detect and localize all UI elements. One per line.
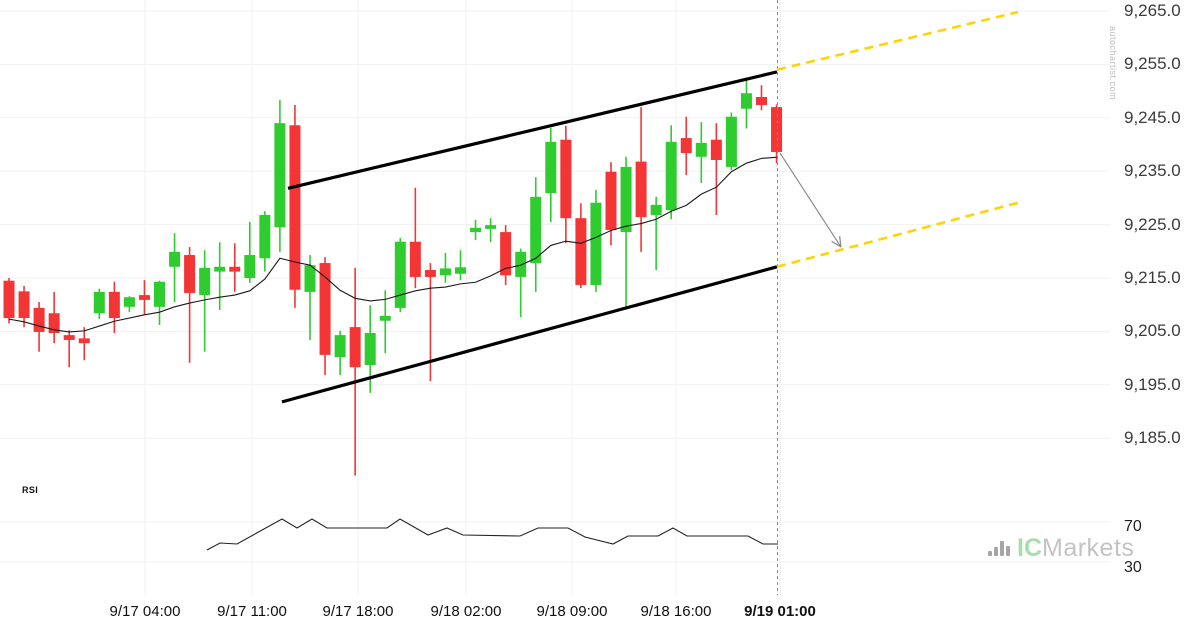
- price-axis-label: 9,205.0: [1124, 321, 1181, 341]
- rsi-level-label: 70: [1124, 518, 1142, 535]
- price-axis-label: 9,265.0: [1124, 1, 1181, 20]
- autochartist-credit: autochartist.com: [1108, 26, 1118, 101]
- time-axis-label: 9/17 11:00: [217, 603, 287, 620]
- time-axis-label: 9/19 01:00: [744, 603, 816, 620]
- price-axis-label: 9,255.0: [1124, 54, 1181, 74]
- time-axis-label: 9/17 18:00: [322, 603, 394, 620]
- watermark-ic-text: IC: [1017, 534, 1042, 562]
- rsi-panel-label: RSI: [22, 485, 39, 495]
- time-axis-label: 9/17 04:00: [109, 603, 181, 620]
- price-axis-label: 9,235.0: [1124, 161, 1181, 181]
- price-axis-label: 9,215.0: [1124, 268, 1181, 287]
- price-axis-label: 9,185.0: [1124, 428, 1181, 448]
- watermark-markets-text: Markets: [1042, 534, 1135, 562]
- time-axis-label: 9/18 02:00: [430, 603, 502, 620]
- price-axis-label: 9,245.0: [1124, 107, 1181, 127]
- bar-chart-logo-icon: [988, 541, 1012, 556]
- rsi-level-label: 30: [1124, 559, 1142, 576]
- time-axis-label: 9/18 09:00: [536, 603, 608, 620]
- time-axis-label: 9/18 16:00: [640, 603, 712, 620]
- icmarkets-watermark: IC Markets: [988, 534, 1134, 563]
- price-axis-label: 9,195.0: [1124, 374, 1181, 394]
- price-axis-label: 9,225.0: [1124, 214, 1181, 234]
